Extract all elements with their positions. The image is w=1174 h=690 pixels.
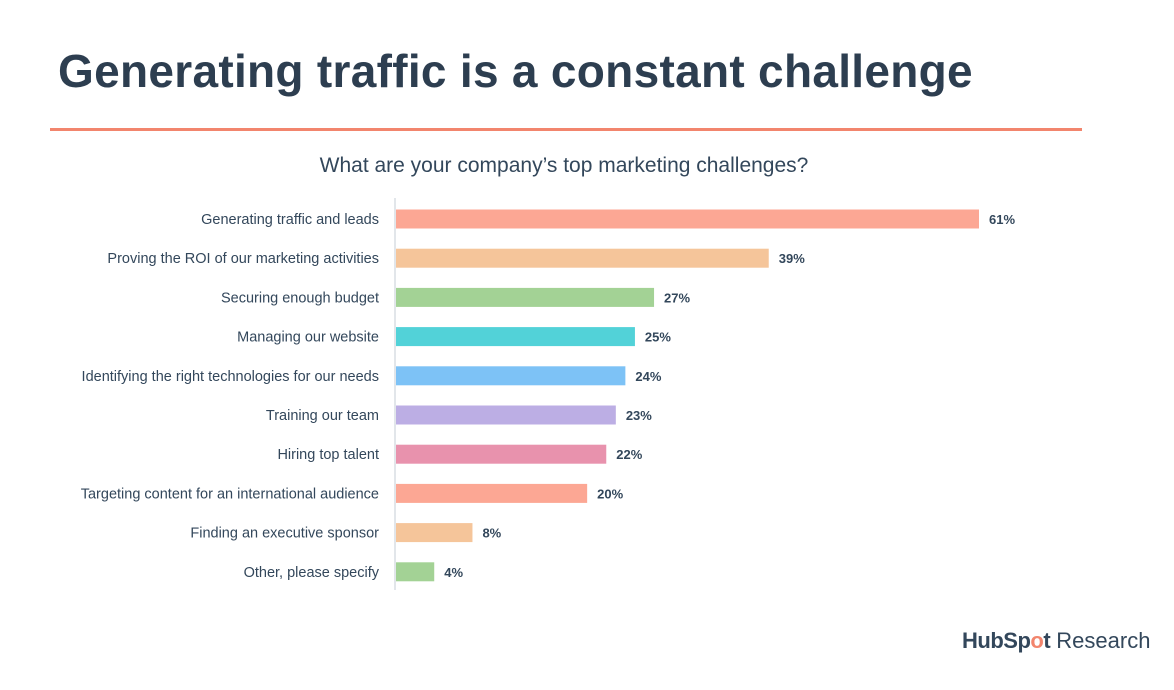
category-label: Targeting content for an international a… [81, 486, 379, 502]
value-label: 24% [635, 369, 661, 384]
value-label: 20% [597, 486, 623, 501]
category-label: Proving the ROI of our marketing activit… [107, 251, 379, 267]
sprocket-icon: o [1030, 628, 1044, 653]
bar [396, 287, 655, 307]
chart-title: What are your company’s top marketing ch… [319, 154, 809, 177]
value-label: 8% [482, 526, 501, 541]
bar [396, 405, 616, 425]
value-label: 39% [779, 251, 805, 266]
bar [396, 366, 626, 386]
value-label: 22% [616, 447, 642, 462]
bar [396, 327, 635, 347]
page-title: Generating traffic is a constant challen… [58, 45, 973, 97]
category-label: Securing enough budget [221, 290, 379, 306]
value-label: 25% [645, 330, 671, 345]
category-label: Other, please specify [244, 565, 380, 581]
brand-research-label: Research [1056, 628, 1151, 653]
bar [396, 483, 588, 503]
brand-name: HubSpot [962, 628, 1051, 653]
category-label: Generating traffic and leads [201, 212, 379, 228]
value-label: 61% [989, 212, 1015, 227]
category-label: Identifying the right technologies for o… [82, 369, 379, 385]
value-label: 4% [444, 565, 463, 580]
category-label: Managing our website [237, 330, 379, 346]
value-label: 27% [664, 290, 690, 305]
bar [396, 562, 435, 582]
category-label: Finding an executive sponsor [190, 526, 379, 542]
title-divider [50, 128, 1082, 131]
bar [396, 248, 769, 268]
bar [396, 523, 473, 543]
bar [396, 444, 607, 464]
category-label: Hiring top talent [277, 447, 379, 463]
bar [396, 209, 979, 229]
hubspot-research-logo: HubSpot Research [962, 628, 1150, 654]
value-label: 23% [626, 408, 652, 423]
category-label: Training our team [266, 408, 379, 424]
